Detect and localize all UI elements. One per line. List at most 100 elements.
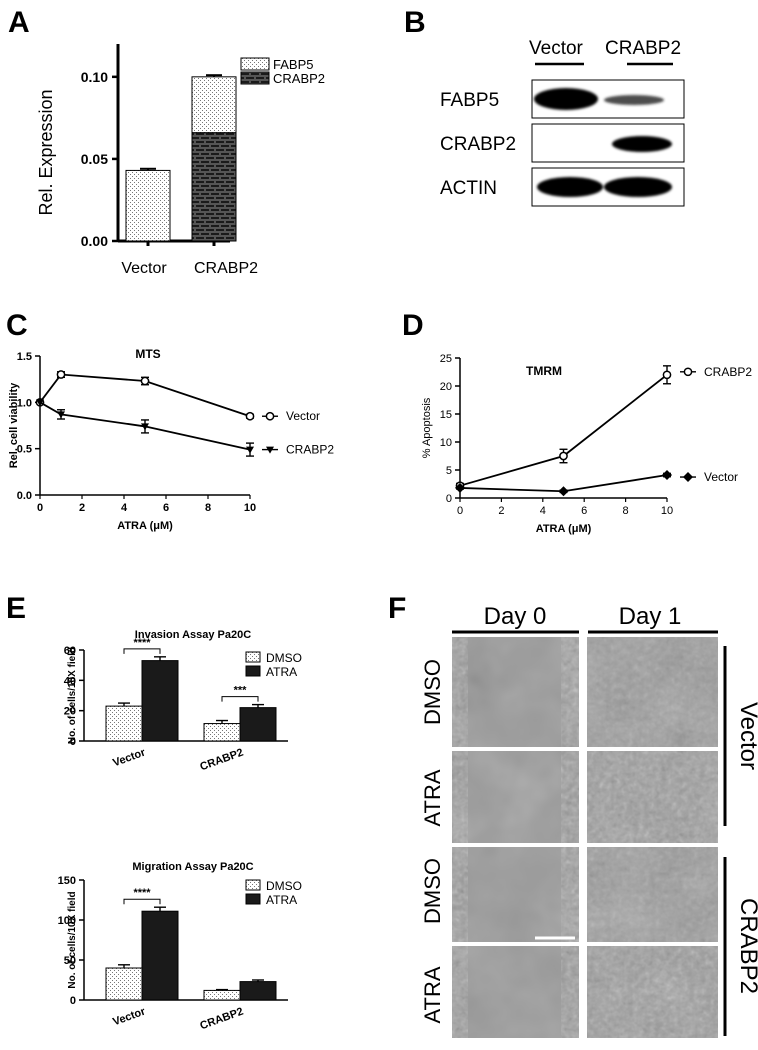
blot-row-label-actin: ACTIN [440, 178, 497, 199]
legend-swatch-atra [245, 665, 261, 677]
point-crabp2 [559, 451, 568, 461]
blot-col-label-vector: Vector [529, 38, 584, 59]
legend-label-crabp2: CRABP2 [704, 365, 752, 379]
panel-letter-c: C [6, 309, 28, 342]
x-tick-label: 6 [581, 505, 587, 517]
y-tick-label: 20 [440, 381, 452, 393]
bar-crabp2-fabp5 [191, 76, 237, 134]
legend-marker-crabp2 [266, 446, 274, 454]
point-crabp2 [662, 370, 672, 380]
group-label-vector: Vector [735, 702, 758, 770]
bar-vector-dmso [105, 967, 143, 1001]
legend-marker-vector [265, 411, 275, 421]
panel-letter-a: A [8, 6, 30, 39]
x-tick-label: 0 [457, 505, 463, 517]
microscopy-panel: Day 0 Day 1 DMSO ATRA DMSO ATRA Vector C… [420, 603, 758, 1038]
point-crabp2 [57, 411, 65, 419]
blot-row-label-crabp2: CRABP2 [440, 134, 516, 155]
y-tick-label: 10 [440, 437, 452, 449]
y-tick-label: 1.0 [17, 397, 32, 409]
x-tick-label: 2 [498, 505, 504, 517]
point-crabp2 [36, 399, 44, 407]
group-label-crabp2: CRABP2 [735, 898, 758, 994]
chart-d-tmrm: 0 5 10 15 20 25 0 2 4 6 8 10 % Apoptosis ATRA (μM) TMR… [421, 353, 752, 535]
y-axis-label: No. of cells/10X field [67, 647, 78, 744]
significance-bracket [221, 696, 259, 702]
micrograph-atra-vector-day0-cells-right [561, 751, 579, 843]
x-tick-label: 8 [623, 505, 629, 517]
row-label-atra-vector: ATRA [420, 769, 445, 826]
legend-swatch-crabp2 [240, 71, 270, 85]
y-tick-label: 50 [64, 955, 76, 967]
legend-label-vector: Vector [704, 470, 738, 484]
y-tick-label: 0.10 [81, 69, 108, 85]
micrograph-dmso-vector-day0-cells-left [452, 637, 468, 747]
x-tick-label: 10 [661, 505, 673, 517]
significance-bracket [123, 648, 161, 654]
legend-label-dmso: DMSO [266, 879, 302, 893]
y-tick-label: 150 [58, 875, 76, 887]
micrograph-atra-crabp2-day0-cells-right [561, 946, 579, 1038]
legend-label-atra: ATRA [266, 893, 297, 907]
line-crabp2 [459, 374, 668, 487]
legend-label-dmso: DMSO [266, 651, 302, 665]
x-tick-label: CRABP2 [198, 747, 245, 774]
micrograph-atra-crabp2-day0-cells-left [452, 946, 468, 1038]
bar-crabp2-dmso [203, 989, 241, 1001]
band-actin-crabp2 [604, 177, 672, 197]
bar-vector-atra [141, 660, 179, 742]
row-label-atra-crabp2: ATRA [420, 966, 445, 1023]
significance-label: *** [234, 685, 248, 697]
point-crabp2 [246, 446, 254, 454]
x-tick-label: 4 [121, 502, 128, 514]
micrograph-dmso-crabp2-day0-cells-right [561, 847, 579, 942]
x-tick-label: 6 [163, 502, 169, 514]
point-vector [558, 486, 569, 497]
day1-header: Day 1 [619, 603, 682, 630]
micrograph-atra-vector-day0-texture [452, 751, 579, 843]
x-tick-label: 10 [244, 502, 256, 514]
point-vector [455, 482, 465, 493]
bar-vector-fabp5 [125, 169, 171, 242]
y-axis-label: No. of cells/10X field [67, 891, 78, 988]
x-tick-label: CRABP2 [194, 260, 258, 277]
x-tick-label: CRABP2 [198, 1006, 245, 1033]
chart-title: Migration Assay Pa20C [132, 861, 253, 873]
band-fabp5-vector [534, 88, 598, 110]
band-fabp5-crabp2 [604, 95, 664, 105]
x-tick-label: 0 [37, 502, 43, 514]
bar-crabp2-atra [239, 707, 277, 742]
y-axis-label: Rel. cell viability [8, 382, 20, 468]
y-tick-label: 20 [64, 706, 76, 718]
micrograph-atra-crabp2-day0-texture [452, 946, 579, 1038]
bar-vector-atra [141, 910, 179, 1001]
line-vector [39, 373, 251, 418]
western-blot: Vector CRABP2 FABP5 CRABP2 ACTIN [440, 38, 685, 207]
y-tick-label: 5 [446, 465, 452, 477]
row-label-dmso-vector: DMSO [420, 659, 445, 725]
chart-title: TMRM [526, 364, 562, 378]
x-tick-label: Vector [111, 1005, 147, 1028]
point-vector [56, 370, 66, 379]
chart-title: Invasion Assay Pa20C [135, 629, 251, 641]
micrograph-atra-vector-day0-cells-left [452, 751, 468, 843]
row-label-dmso-crabp2: DMSO [420, 858, 445, 924]
legend-label-vector: Vector [286, 409, 320, 423]
point-vector [662, 470, 672, 481]
panel-letter-f: F [388, 592, 406, 625]
micrograph-dmso-vector-day0-texture [452, 637, 579, 747]
y-tick-label: 40 [64, 675, 76, 687]
panel-letter-b: B [404, 6, 426, 39]
legend-marker-vector [683, 472, 693, 483]
legend-swatch-dmso [245, 651, 261, 663]
bar-crabp2-dmso [203, 723, 241, 742]
panel-letter-d: D [402, 309, 424, 342]
chart-title: MTS [135, 347, 160, 361]
micrograph-dmso-crabp2-day0-cells-left [452, 847, 468, 942]
y-tick-label: 0.05 [81, 151, 108, 167]
x-tick-label: 8 [205, 502, 211, 514]
legend-swatch-fabp5 [240, 57, 270, 71]
